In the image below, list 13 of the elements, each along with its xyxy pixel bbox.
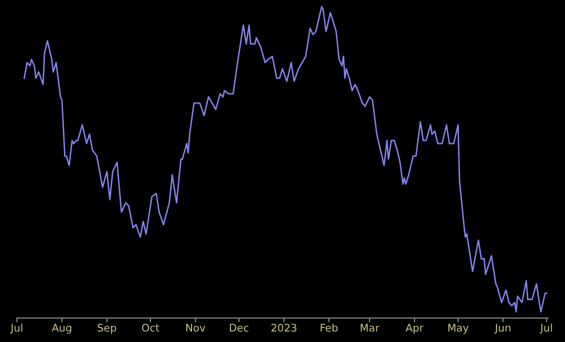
x-tick-label: May [448, 324, 469, 334]
x-tick-label: Jul [10, 324, 22, 334]
x-tick-label: Mar [360, 324, 380, 332]
x-tick-label: Jul [540, 324, 552, 334]
x-tick-label: Feb [320, 324, 338, 332]
x-tick-label: Oct [142, 324, 160, 332]
x-tick-label: 2023 [271, 324, 296, 332]
x-tick-label: Nov [186, 324, 206, 332]
x-tick-label: Aug [52, 324, 72, 334]
x-tick-label: Dec [230, 324, 248, 332]
x-tick-label: Jun [494, 324, 510, 334]
x-tick-label: Sep [98, 324, 116, 334]
x-tick-label: Apr [406, 324, 424, 334]
